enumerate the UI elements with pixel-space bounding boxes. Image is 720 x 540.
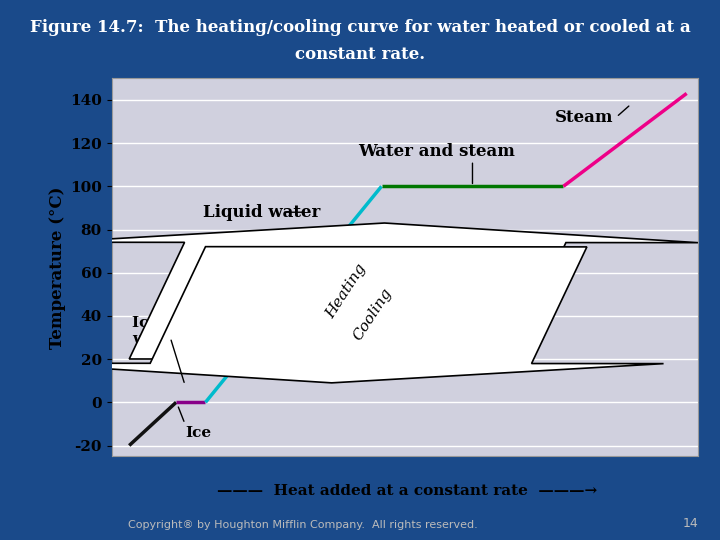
Text: Copyright® by Houghton Mifflin Company.  All rights reserved.: Copyright® by Houghton Mifflin Company. … (127, 520, 477, 530)
FancyArrow shape (18, 247, 664, 383)
Text: Heating: Heating (323, 261, 369, 321)
FancyArrow shape (53, 223, 698, 359)
Text: 14: 14 (683, 517, 698, 530)
Text: Ice and
water: Ice and water (132, 316, 195, 346)
Text: Figure 14.7:  The heating/cooling curve for water heated or cooled at a: Figure 14.7: The heating/cooling curve f… (30, 19, 690, 36)
Text: Steam: Steam (554, 109, 613, 126)
Text: constant rate.: constant rate. (295, 46, 425, 63)
Y-axis label: Temperature (°C): Temperature (°C) (49, 186, 66, 348)
Text: Cooling: Cooling (351, 286, 395, 343)
Text: Liquid water: Liquid water (202, 204, 320, 221)
Text: Ice: Ice (185, 426, 211, 440)
Text: Water and steam: Water and steam (358, 143, 515, 160)
Text: ———  Heat added at a constant rate  ———→: ——— Heat added at a constant rate ———→ (217, 484, 597, 498)
